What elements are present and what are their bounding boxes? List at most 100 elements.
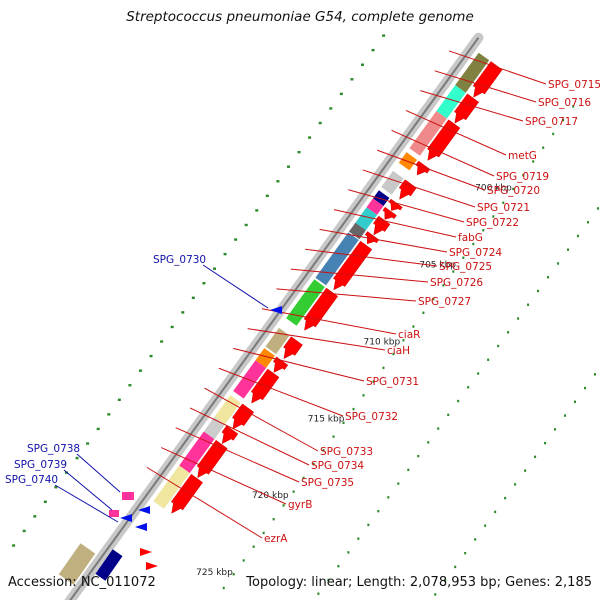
gene-cog-block (233, 360, 267, 399)
map-title: Streptococcus pneumoniae G54, complete g… (126, 9, 474, 25)
gc-dot (170, 325, 174, 329)
gc-dot (377, 509, 380, 513)
gc-dot (564, 414, 567, 417)
gene-arrow (388, 198, 403, 211)
gene-label-leader (276, 288, 417, 302)
gene-label: SPG_0715 (548, 79, 600, 91)
gene-label: SPG_0735 (301, 477, 354, 489)
gc-dot (492, 215, 495, 218)
gc-dot (447, 413, 450, 417)
gc-dot (339, 92, 343, 96)
gene-cog-block (286, 279, 325, 326)
gene-label: SPG_0722 (466, 217, 519, 229)
gc-dot (332, 435, 335, 438)
gc-dot (33, 515, 37, 518)
gc-dot (138, 369, 142, 372)
gc-dot (371, 48, 375, 52)
gene-cog-block (373, 190, 390, 206)
gene-label: SPG_0716 (538, 97, 591, 109)
gc-dot (234, 238, 238, 241)
gc-dot (337, 564, 340, 568)
accession-text: Accession: NC_011072 (8, 575, 156, 590)
gc-dot (552, 132, 555, 136)
gc-dot (244, 223, 248, 227)
gc-dot (312, 462, 315, 466)
gc-dot (362, 394, 365, 397)
gene-arrow (382, 206, 397, 220)
gc-dot (472, 242, 475, 246)
gc-dot (517, 317, 520, 320)
gc-dot (86, 442, 90, 445)
gc-dot (329, 107, 333, 110)
gc-dot (437, 427, 440, 430)
gc-dot (286, 165, 290, 168)
gc-dot (442, 284, 445, 287)
gc-dot (444, 579, 447, 582)
gc-dot (557, 262, 560, 265)
gc-dot (255, 209, 259, 212)
gene-cog-block (214, 395, 241, 425)
gene-arrow (221, 425, 239, 445)
gc-dot (397, 482, 400, 485)
gc-dot (242, 559, 245, 562)
gc-dot (382, 366, 385, 370)
gene-arrow (170, 473, 203, 514)
gene-label: SPG_0732 (345, 411, 398, 423)
gc-dot (412, 325, 415, 328)
reverse-gene-block (58, 543, 96, 585)
gene-arrow (398, 179, 417, 200)
gene-label: SPG_0727 (418, 296, 471, 308)
gc-dot (232, 573, 235, 576)
gene-label: SPG_0738 (27, 443, 80, 455)
gene-cog-block (179, 431, 215, 474)
gene-label-leader (54, 484, 119, 523)
gene-label-leader (189, 407, 310, 466)
gene-label: ezrA (264, 533, 288, 545)
gc-dot (432, 297, 435, 301)
gc-dot (262, 531, 265, 535)
gc-dot (128, 384, 132, 387)
gc-dot (181, 311, 185, 314)
gene-cog-block (381, 170, 404, 195)
gene-arrow (283, 336, 303, 360)
gc-dot (502, 201, 505, 204)
gc-dot (357, 537, 360, 540)
gc-dot (567, 248, 570, 251)
gc-dot (457, 399, 460, 403)
gc-dot (434, 593, 437, 596)
gc-dot (12, 544, 16, 547)
gc-dot (574, 400, 577, 404)
gene-cog-block (455, 52, 490, 93)
gc-dot (547, 276, 550, 279)
gc-dot (282, 504, 285, 507)
gene-label-leader (218, 367, 344, 417)
gc-dot (318, 121, 322, 125)
gene-label: metG (508, 150, 537, 162)
scale-tick-label: 700 kbp (475, 184, 512, 194)
gene-label-leader (175, 427, 300, 483)
gc-dot (544, 441, 547, 445)
gene-label-leader (376, 149, 486, 191)
gene-cog-block (366, 198, 384, 215)
gene-label-leader (434, 70, 537, 103)
gc-dot (352, 407, 355, 411)
gc-dot (504, 496, 507, 500)
gene-label: SPG_0740 (5, 474, 58, 486)
gene-arrow (333, 240, 373, 291)
scale-tick-label: 725 kbp (196, 568, 233, 578)
gc-dot (96, 427, 100, 431)
gc-dot (107, 413, 111, 416)
gene-label: SPG_0720 (487, 185, 540, 197)
gc-dot (252, 545, 255, 548)
gene-label: gyrB (288, 499, 312, 511)
gc-dot (462, 256, 465, 259)
gc-dot (347, 551, 350, 554)
reverse-gene-arrow (138, 506, 150, 514)
gc-dot (417, 454, 420, 458)
gc-dot (372, 380, 375, 383)
reverse-gene-arrow (135, 523, 147, 531)
gene-label-leader (261, 308, 397, 335)
reverse-gene-block (109, 510, 119, 517)
gene-cog-block (409, 111, 447, 156)
